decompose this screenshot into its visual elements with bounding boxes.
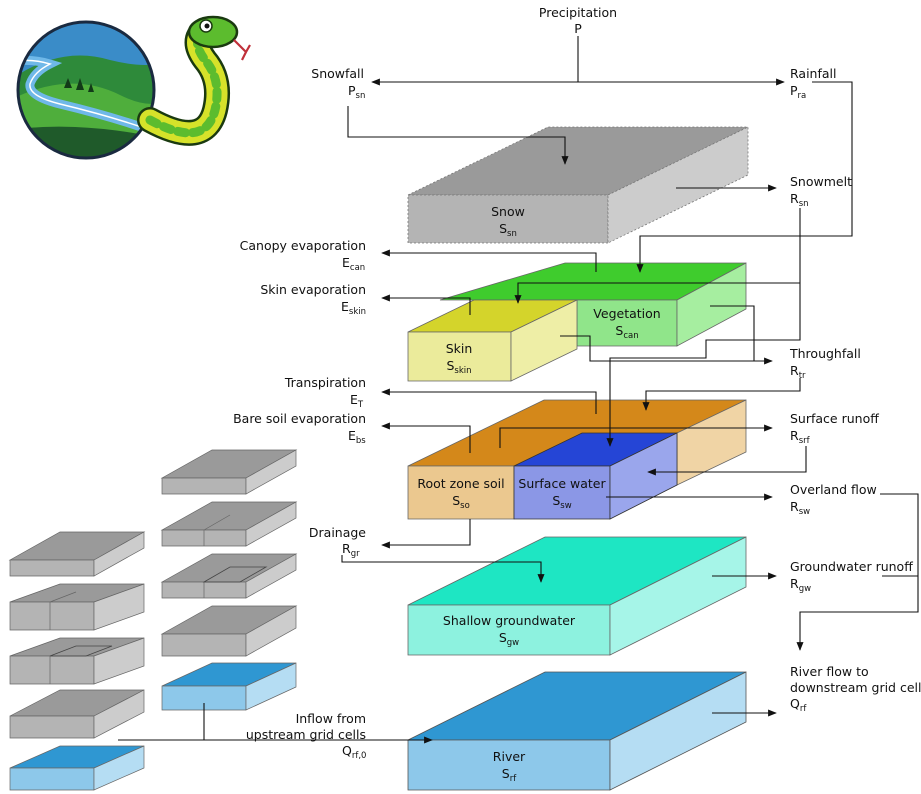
logo-icon (16, 15, 251, 160)
label-snowfall-symbol: Psn (348, 83, 365, 101)
label-groundwater-runoff-symbol: Rgw (790, 576, 811, 594)
skin-store (407, 299, 578, 382)
label-bare-soil-evaporation-symbol: Ebs (348, 428, 366, 446)
label-precipitation-symbol: P (574, 21, 582, 36)
label-inflow-line1: Inflow from (296, 711, 366, 726)
label-transpiration-symbol: ET (350, 392, 364, 410)
grid-cell-icon (9, 637, 145, 685)
store-label-river: River (493, 749, 526, 764)
grid-cell-icons (8, 449, 298, 791)
label-drainage: Drainage (309, 525, 366, 540)
store-symbol-root-zone-soil: Sso (452, 493, 470, 511)
label-surface-runoff: Surface runoff (790, 411, 879, 426)
grid-cell-icon (8, 531, 146, 577)
label-canopy-evaporation: Canopy evaporation (240, 238, 366, 253)
label-bare-soil-evaporation: Bare soil evaporation (233, 411, 366, 426)
label-rainfall-symbol: Pra (790, 83, 806, 101)
label-river-flow-line1: River flow to (790, 664, 869, 679)
store-label-skin: Skin (446, 341, 473, 356)
label-transpiration: Transpiration (284, 375, 366, 390)
grid-cell-icon-river (9, 745, 145, 791)
label-skin-evaporation: Skin evaporation (260, 282, 366, 297)
label-surface-runoff-symbol: Rsrf (790, 428, 811, 446)
label-inflow-line2: upstream grid cells (246, 727, 366, 742)
shallow-groundwater-store (407, 536, 747, 656)
label-throughfall: Throughfall (789, 346, 861, 361)
vegetation-store (439, 262, 747, 347)
store-label-shallow-groundwater: Shallow groundwater (443, 613, 576, 628)
store-symbol-vegetation: Scan (615, 323, 638, 341)
grid-cell-icon (160, 605, 298, 657)
label-snowfall: Snowfall (311, 66, 364, 81)
river-store (407, 671, 747, 791)
store-labels: Snow Ssn Vegetation Scan Skin Sskin Root… (417, 204, 660, 784)
grid-cell-icon (160, 449, 298, 495)
label-groundwater-runoff: Groundwater runoff (790, 559, 913, 574)
store-symbol-shallow-groundwater: Sgw (499, 630, 519, 648)
store-label-surface-water: Surface water (518, 476, 606, 491)
store-symbol-skin: Sskin (446, 358, 471, 376)
label-snowmelt: Snowmelt (790, 174, 852, 189)
snow-store (407, 126, 749, 244)
store-label-vegetation: Vegetation (593, 306, 660, 321)
grid-cell-icon (160, 501, 298, 547)
flux-labels: Precipitation P Snowfall Psn Rainfall Pr… (233, 5, 921, 761)
store-label-root-zone-soil: Root zone soil (417, 476, 504, 491)
grid-cell-icon-river (161, 662, 297, 711)
label-drainage-symbol: Rgr (342, 541, 360, 559)
label-snowmelt-symbol: Rsn (790, 191, 809, 209)
label-precipitation: Precipitation (539, 5, 617, 20)
label-overland-flow-symbol: Rsw (790, 499, 810, 517)
store-symbol-river: Srf (502, 766, 517, 784)
flow-arrows (118, 36, 919, 744)
grid-cell-icon (160, 553, 298, 599)
label-skin-evaporation-symbol: Eskin (341, 299, 366, 317)
label-river-flow-symbol: Qrf (790, 696, 807, 714)
grid-cell-icon (9, 689, 145, 739)
label-rainfall: Rainfall (790, 66, 836, 81)
store-symbol-snow: Ssn (499, 221, 517, 239)
label-river-flow-line2: downstream grid cell (790, 680, 921, 695)
store-symbol-surface-water: Ssw (552, 493, 571, 511)
grid-cell-icon (9, 583, 145, 631)
store-label-snow: Snow (491, 204, 525, 219)
label-overland-flow: Overland flow (790, 482, 877, 497)
label-canopy-evaporation-symbol: Ecan (342, 255, 365, 273)
label-throughfall-symbol: Rtr (790, 363, 806, 381)
label-inflow-symbol: Qrf,0 (342, 743, 366, 761)
